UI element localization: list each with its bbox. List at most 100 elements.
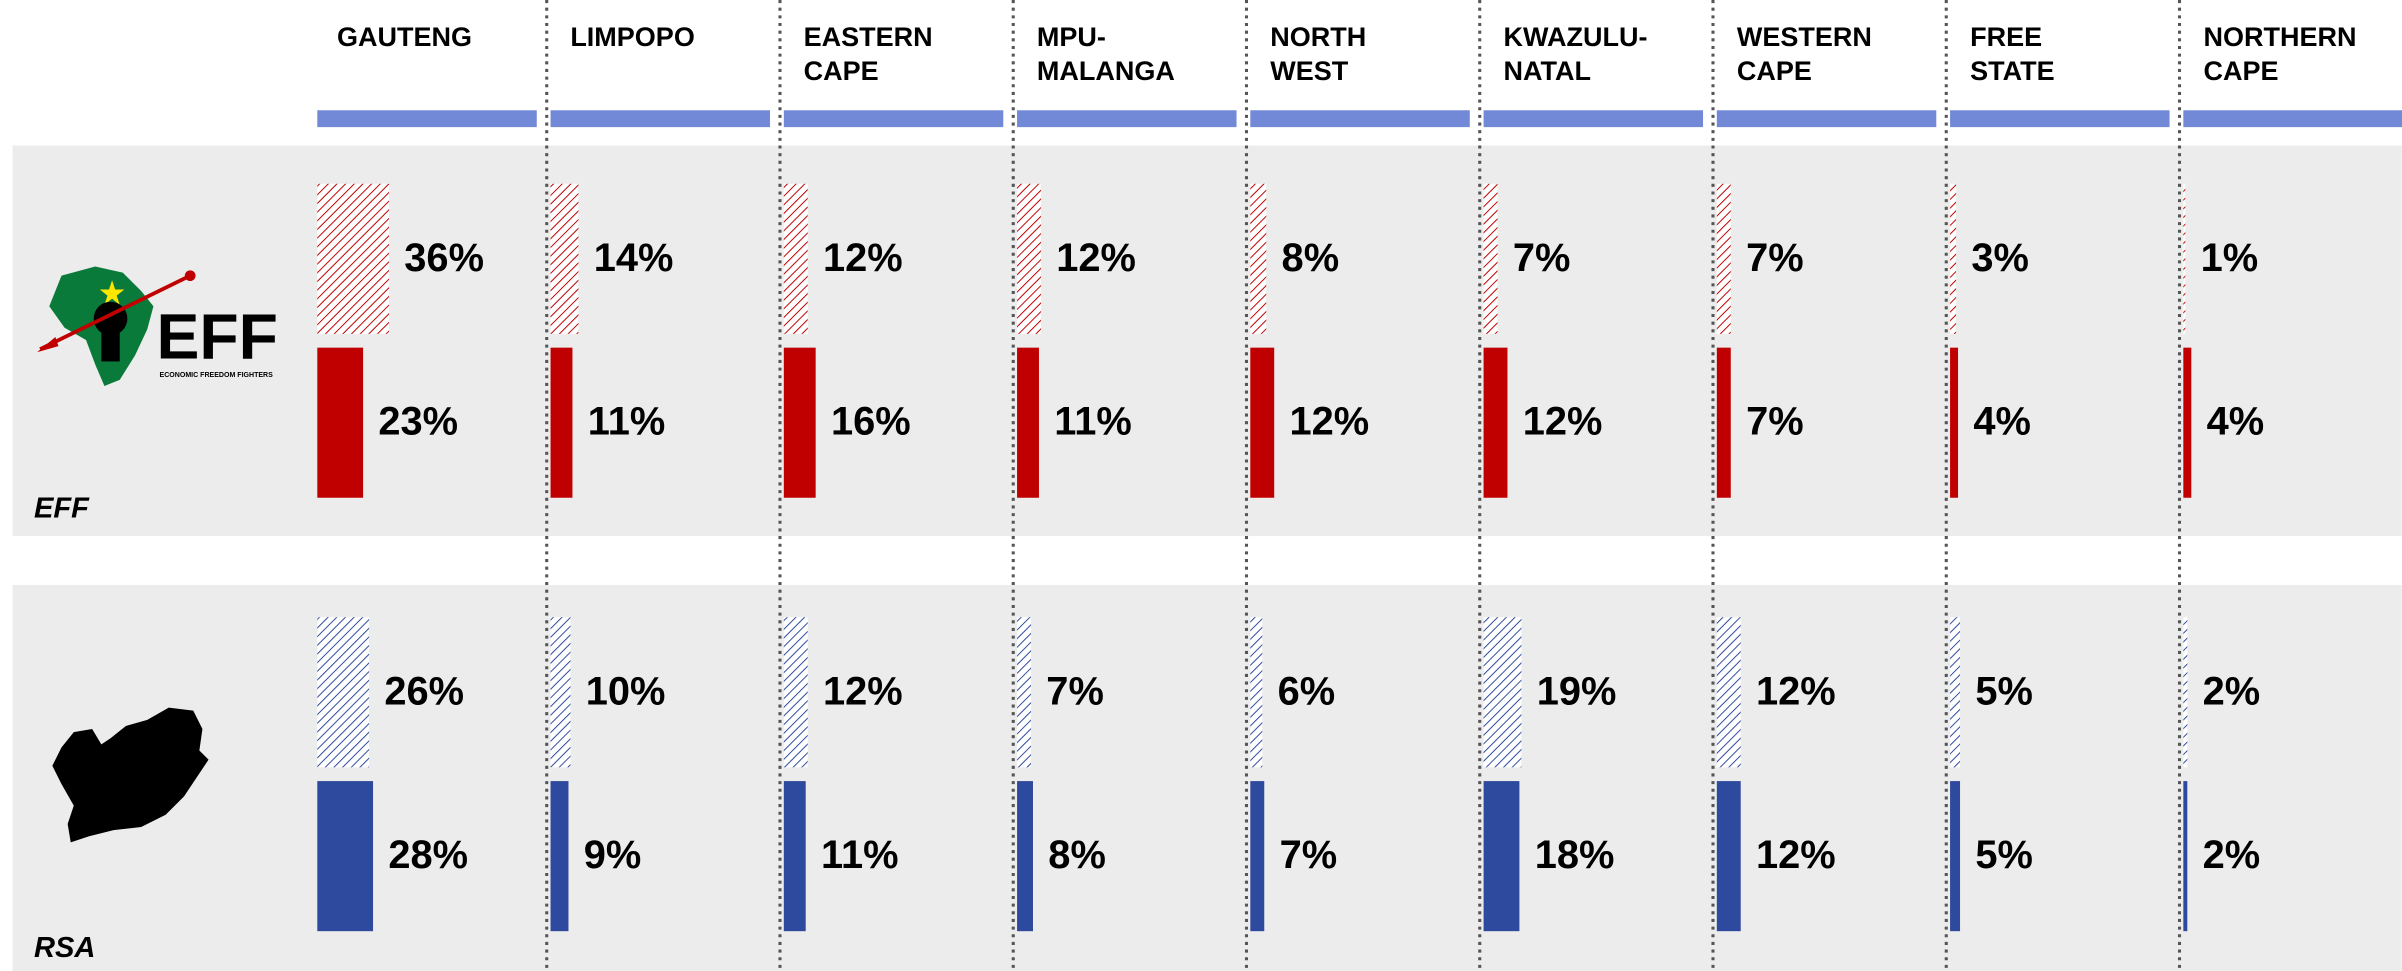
column-header: NORTH WEST (1270, 22, 1367, 86)
bar (1950, 347, 1959, 498)
logo-caption: ECONOMIC FREEDOM FIGHTERS (160, 372, 274, 379)
hatched-bar (1483, 617, 1522, 768)
header-bar (1250, 110, 1470, 128)
value-label: 6% (1278, 669, 1336, 713)
hatched-bar (1250, 617, 1263, 768)
hatched-bar (1716, 617, 1741, 768)
header-bar (2183, 110, 2402, 128)
bar (317, 781, 374, 932)
value-label: 28% (388, 833, 468, 877)
hatched-bar (2183, 183, 2186, 334)
hatched-bar (783, 183, 808, 334)
panel (12, 145, 2402, 537)
column-header: NORTHERN CAPE (2203, 22, 2357, 86)
value-label: 11% (588, 400, 666, 444)
value-label: 36% (404, 236, 484, 280)
bar (1716, 781, 1741, 932)
value-label: 12% (823, 236, 903, 280)
bar (783, 347, 816, 498)
header-bar (1017, 110, 1237, 128)
value-label: 3% (1971, 236, 2029, 280)
bar (1483, 347, 1508, 498)
value-label: 8% (1282, 236, 1340, 280)
bar (1950, 781, 1961, 932)
value-label: 12% (1056, 236, 1136, 280)
header-bar (317, 110, 537, 128)
bar (550, 781, 569, 932)
column-header: EASTERN CAPE (803, 22, 933, 86)
bar (317, 347, 364, 498)
value-label: 26% (384, 669, 464, 713)
value-label: 5% (1975, 833, 2033, 877)
header-bar (1950, 110, 2170, 128)
value-label: 10% (586, 669, 666, 713)
eff-logo: EFF ECONOMIC FREEDOM FIGHTERS (37, 266, 278, 386)
value-label: 19% (1537, 669, 1617, 713)
value-label: 7% (1046, 669, 1104, 713)
value-label: 11% (821, 833, 899, 877)
hatched-bar (783, 617, 808, 768)
column-header: KWAZULU-NATAL (1503, 22, 1648, 86)
column-header: GAUTENG (337, 22, 472, 52)
hatched-bar (1716, 183, 1731, 334)
value-label: 2% (2203, 669, 2261, 713)
column-header: MPU-MALANGA (1036, 22, 1175, 86)
rsa-map (52, 707, 209, 843)
column-header: FREE STATE (1970, 22, 2055, 86)
logo-mark: EFF (156, 301, 277, 373)
header-bar (1716, 110, 1937, 128)
value-label: 1% (2201, 236, 2259, 280)
hatched-bar (2183, 617, 2188, 768)
hatched-bar (1483, 183, 1498, 334)
bar (2183, 347, 2192, 498)
bar (1250, 347, 1275, 498)
hatched-bar (1017, 617, 1031, 768)
hatched-bar (550, 183, 579, 334)
hatched-bar (1950, 617, 1961, 768)
hatched-bar (1950, 183, 1957, 334)
value-label: 12% (823, 669, 903, 713)
value-label: 8% (1048, 833, 1106, 877)
bar (1483, 781, 1520, 932)
bar (550, 347, 573, 498)
column-header: WESTERN CAPE (1736, 22, 1872, 86)
bar (783, 781, 806, 932)
hatched-bar (1017, 183, 1041, 334)
value-label: 16% (831, 400, 911, 444)
header-bar (1483, 110, 1704, 128)
bar (1250, 781, 1265, 932)
value-label: 7% (1280, 833, 1338, 877)
bar (1017, 347, 1039, 498)
value-label: 9% (584, 833, 642, 877)
value-label: 12% (1756, 833, 1836, 877)
bar (1017, 781, 1033, 932)
group-label: RSA (34, 932, 95, 964)
value-label: 4% (2207, 400, 2265, 444)
value-label: 4% (1973, 400, 2031, 444)
header-bar (783, 110, 1004, 128)
header-bar (550, 110, 771, 128)
value-label: 12% (1756, 669, 1836, 713)
value-label: 14% (594, 236, 674, 280)
value-label: 7% (1746, 400, 1804, 444)
panel (12, 585, 2402, 971)
column-header: LIMPOPO (570, 22, 695, 52)
bar (1716, 347, 1731, 498)
value-label: 12% (1523, 400, 1603, 444)
value-label: 18% (1535, 833, 1615, 877)
value-label: 23% (378, 400, 458, 444)
value-label: 7% (1513, 236, 1571, 280)
value-label: 7% (1746, 236, 1804, 280)
bar (2183, 781, 2188, 932)
value-label: 11% (1054, 400, 1132, 444)
value-label: 5% (1975, 669, 2033, 713)
hatched-bar (1250, 183, 1267, 334)
value-label: 12% (1290, 400, 1370, 444)
group-label: EFF (34, 493, 90, 525)
hatched-bar (317, 617, 370, 768)
value-label: 2% (2203, 833, 2261, 877)
hatched-bar (550, 617, 571, 768)
hatched-bar (317, 183, 389, 334)
